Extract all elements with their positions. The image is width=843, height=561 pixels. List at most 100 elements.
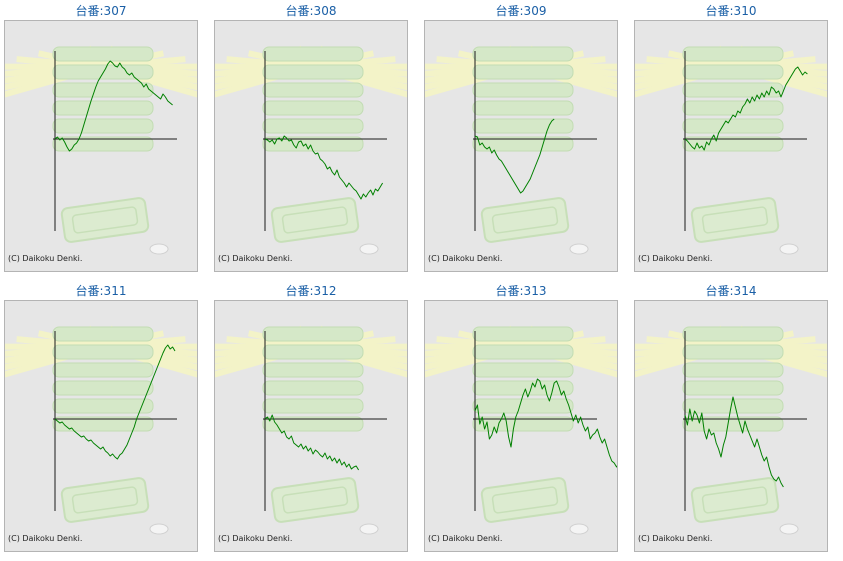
tray-inner-decoration bbox=[491, 206, 559, 234]
tray-inner-decoration bbox=[71, 486, 139, 514]
copyright-text: (C) Daikoku Denki. bbox=[8, 534, 83, 543]
slab-decoration bbox=[682, 100, 784, 116]
chart-frame: (C) Daikoku Denki. bbox=[214, 20, 408, 272]
series-line bbox=[474, 378, 617, 468]
chart-svg bbox=[5, 325, 197, 535]
coin-decoration bbox=[359, 523, 379, 535]
background-art bbox=[425, 325, 617, 535]
slab-decoration bbox=[262, 398, 364, 414]
slab-decoration bbox=[52, 64, 154, 80]
series-line bbox=[684, 66, 808, 151]
slab-decoration bbox=[262, 416, 364, 432]
slab-decoration bbox=[472, 380, 574, 396]
slab-decoration bbox=[472, 82, 574, 98]
slab-decoration bbox=[472, 326, 574, 342]
tray-decoration bbox=[480, 197, 570, 243]
slab-decoration bbox=[682, 380, 784, 396]
tray-inner-decoration bbox=[281, 206, 349, 234]
slab-decoration bbox=[472, 118, 574, 134]
slab-decoration bbox=[52, 100, 154, 116]
copyright-text: (C) Daikoku Denki. bbox=[428, 534, 503, 543]
chart-card: 台番:313 (C) Daikoku Denki. bbox=[424, 280, 618, 552]
chart-card: 台番:307 (C) Daikoku Denki. bbox=[4, 0, 198, 272]
slab-decoration bbox=[682, 136, 784, 152]
chart-frame: (C) Daikoku Denki. bbox=[424, 20, 618, 272]
series-line bbox=[264, 414, 360, 471]
slab-decoration bbox=[472, 362, 574, 378]
chart-svg bbox=[635, 325, 827, 535]
slab-decoration bbox=[262, 64, 364, 80]
slab-decoration bbox=[682, 344, 784, 360]
series-line bbox=[684, 396, 784, 488]
machine-number-link[interactable]: 台番:311 bbox=[75, 284, 127, 298]
slab-decoration bbox=[262, 326, 364, 342]
tray-inner-decoration bbox=[701, 206, 769, 234]
tray-decoration bbox=[270, 477, 360, 523]
slab-decoration bbox=[682, 326, 784, 342]
background-art bbox=[5, 45, 197, 255]
tray-inner-decoration bbox=[71, 206, 139, 234]
coin-decoration bbox=[569, 523, 589, 535]
machine-number-link[interactable]: 台番:308 bbox=[285, 4, 337, 18]
slab-decoration bbox=[262, 344, 364, 360]
slab-decoration bbox=[682, 362, 784, 378]
chart-frame: (C) Daikoku Denki. bbox=[634, 20, 828, 272]
slab-decoration bbox=[52, 344, 154, 360]
slab-decoration bbox=[472, 64, 574, 80]
copyright-text: (C) Daikoku Denki. bbox=[8, 254, 83, 263]
slab-decoration bbox=[682, 64, 784, 80]
tray-decoration bbox=[60, 477, 150, 523]
machine-number-link[interactable]: 台番:312 bbox=[285, 284, 337, 298]
tray-inner-decoration bbox=[491, 486, 559, 514]
tray-decoration bbox=[60, 197, 150, 243]
series-line bbox=[54, 344, 176, 460]
machine-number-link[interactable]: 台番:309 bbox=[495, 4, 547, 18]
slab-decoration bbox=[52, 398, 154, 414]
slab-decoration bbox=[52, 362, 154, 378]
chart-card: 台番:314 (C) Daikoku Denki. bbox=[634, 280, 828, 552]
background-art bbox=[635, 45, 827, 255]
slab-decoration bbox=[682, 416, 784, 432]
slab-decoration bbox=[262, 82, 364, 98]
copyright-text: (C) Daikoku Denki. bbox=[218, 254, 293, 263]
slab-decoration bbox=[262, 118, 364, 134]
slab-decoration bbox=[472, 136, 574, 152]
slab-decoration bbox=[262, 362, 364, 378]
slab-decoration bbox=[472, 398, 574, 414]
slab-decoration bbox=[52, 46, 154, 62]
series-line bbox=[264, 135, 384, 200]
background-art bbox=[5, 325, 197, 535]
background-art bbox=[215, 325, 407, 535]
chart-svg bbox=[215, 325, 407, 535]
chart-frame: (C) Daikoku Denki. bbox=[4, 300, 198, 552]
chart-svg bbox=[215, 45, 407, 255]
machine-number-link[interactable]: 台番:307 bbox=[75, 4, 127, 18]
machine-number-link[interactable]: 台番:314 bbox=[705, 284, 757, 298]
slab-decoration bbox=[682, 82, 784, 98]
chart-svg bbox=[425, 45, 617, 255]
slab-decoration bbox=[52, 326, 154, 342]
chart-frame: (C) Daikoku Denki. bbox=[214, 300, 408, 552]
slab-decoration bbox=[52, 416, 154, 432]
chart-card: 台番:312 (C) Daikoku Denki. bbox=[214, 280, 408, 552]
tray-decoration bbox=[690, 477, 780, 523]
chart-card: 台番:308 (C) Daikoku Denki. bbox=[214, 0, 408, 272]
tray-decoration bbox=[270, 197, 360, 243]
chart-card: 台番:310 (C) Daikoku Denki. bbox=[634, 0, 828, 272]
slab-decoration bbox=[682, 118, 784, 134]
chart-card: 台番:311 (C) Daikoku Denki. bbox=[4, 280, 198, 552]
coin-decoration bbox=[779, 243, 799, 255]
chart-frame: (C) Daikoku Denki. bbox=[424, 300, 618, 552]
machine-number-link[interactable]: 台番:313 bbox=[495, 284, 547, 298]
coin-decoration bbox=[149, 243, 169, 255]
slab-decoration bbox=[52, 118, 154, 134]
chart-svg bbox=[635, 45, 827, 255]
slab-decoration bbox=[52, 380, 154, 396]
slab-decoration bbox=[262, 46, 364, 62]
tray-inner-decoration bbox=[281, 486, 349, 514]
slab-decoration bbox=[52, 82, 154, 98]
coin-decoration bbox=[569, 243, 589, 255]
machine-number-link[interactable]: 台番:310 bbox=[705, 4, 757, 18]
background-art bbox=[215, 45, 407, 255]
